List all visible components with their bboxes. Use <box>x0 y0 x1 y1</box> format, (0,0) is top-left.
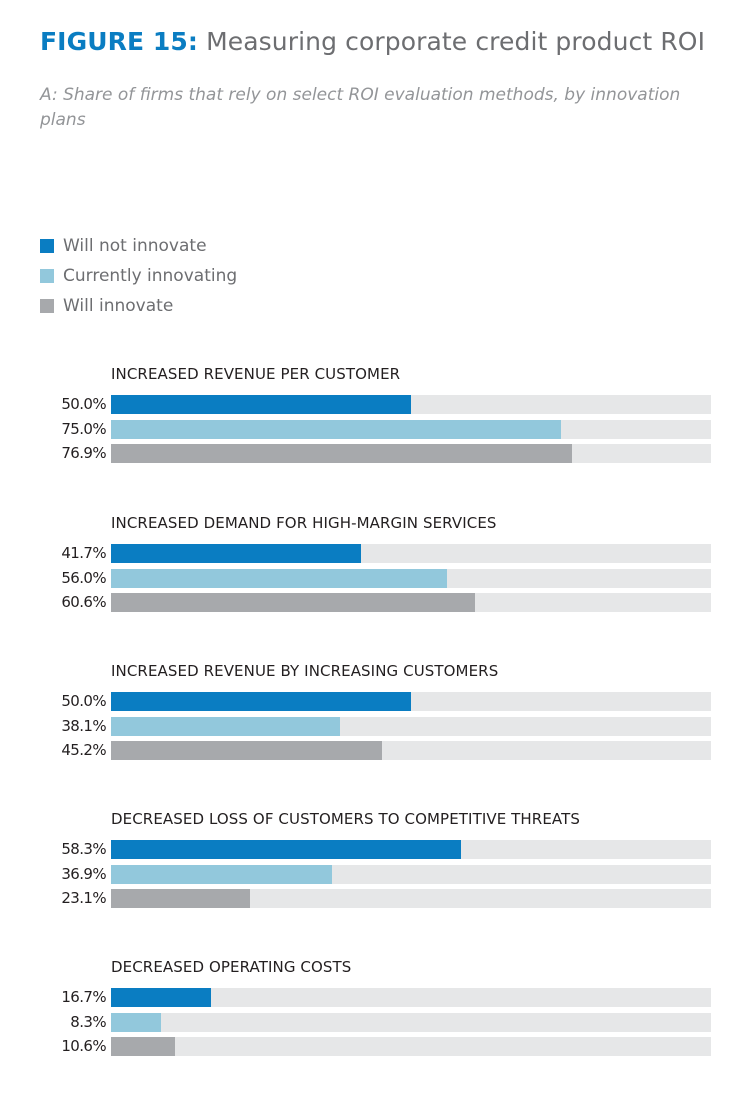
bar-track <box>111 840 711 859</box>
legend-item: Currently innovating <box>40 261 237 291</box>
data-label: 58.3% <box>61 840 106 858</box>
bar-row: 56.0% <box>40 568 720 588</box>
data-label: 38.1% <box>61 716 106 735</box>
data-label: 10.6% <box>61 1037 106 1055</box>
category-group: INCREASED DEMAND FOR HIGH-MARGIN SERVICE… <box>40 514 720 614</box>
bar-track <box>111 988 711 1007</box>
bar-row: 50.0% <box>40 395 720 414</box>
chart-subtitle: A: Share of firms that rely on select RO… <box>40 85 681 130</box>
bar-track <box>111 741 711 760</box>
data-label: 60.6% <box>61 593 106 611</box>
bar-row: 41.7% <box>40 544 720 563</box>
bar <box>111 889 250 908</box>
bar-row: 38.1% <box>40 716 720 736</box>
bar-track <box>111 692 711 711</box>
data-label: 16.7% <box>61 988 106 1006</box>
legend-item: Will innovate <box>40 291 237 321</box>
category-group: DECREASED LOSS OF CUSTOMERS TO COMPETITI… <box>40 810 720 910</box>
legend-item: Will not innovate <box>40 231 237 261</box>
bar <box>111 1037 175 1056</box>
bar-track <box>111 593 711 612</box>
chart-title: FIGURE 15: Measuring corporate credit pr… <box>40 26 730 58</box>
bar-row: 75.0% <box>40 419 720 439</box>
legend-swatch <box>40 239 54 253</box>
bar <box>111 568 447 588</box>
bar-track <box>111 444 711 463</box>
data-label: 56.0% <box>61 568 106 587</box>
bar-row: 8.3% <box>40 1012 720 1032</box>
legend-swatch <box>40 299 54 313</box>
bar <box>111 444 573 463</box>
figure-title: Measuring corporate credit product ROI <box>206 27 706 56</box>
bar <box>111 716 340 736</box>
bar <box>111 988 212 1007</box>
data-label: 50.0% <box>61 395 106 413</box>
bar-row: 50.0% <box>40 692 720 711</box>
bar-track <box>111 419 711 439</box>
data-label: 23.1% <box>61 889 106 907</box>
category-label: DECREASED LOSS OF CUSTOMERS TO COMPETITI… <box>111 810 580 828</box>
bar-row: 45.2% <box>40 741 720 760</box>
bar <box>111 741 383 760</box>
bar-row: 58.3% <box>40 840 720 859</box>
data-label: 50.0% <box>61 692 106 710</box>
data-label: 75.0% <box>61 419 106 438</box>
category-group: INCREASED REVENUE BY INCREASING CUSTOMER… <box>40 662 720 762</box>
bar-track <box>111 864 711 884</box>
data-label: 8.3% <box>70 1012 106 1031</box>
legend: Will not innovate Currently innovating Wil… <box>40 231 237 321</box>
category-label: INCREASED REVENUE PER CUSTOMER <box>111 365 401 383</box>
bar <box>111 864 333 884</box>
bar-track <box>111 568 711 588</box>
bar-row: 23.1% <box>40 889 720 908</box>
bar-row: 16.7% <box>40 988 720 1007</box>
category-label: DECREASED OPERATING COSTS <box>111 958 352 976</box>
bar-track <box>111 544 711 563</box>
category-group: DECREASED OPERATING COSTS 16.7% 8.3% 10.6% <box>40 958 720 1058</box>
bar <box>111 840 461 859</box>
legend-swatch <box>40 269 54 283</box>
bar-row: 36.9% <box>40 864 720 884</box>
bar <box>111 544 362 563</box>
bar-row: 60.6% <box>40 593 720 612</box>
data-label: 45.2% <box>61 741 106 759</box>
bar-row: 10.6% <box>40 1037 720 1056</box>
figure-label: FIGURE 15: <box>40 27 199 56</box>
legend-label: Will innovate <box>63 296 174 316</box>
legend-label: Currently innovating <box>63 266 238 286</box>
data-label: 36.9% <box>61 864 106 883</box>
data-label: 76.9% <box>61 444 106 462</box>
legend-label: Will not innovate <box>63 236 207 256</box>
bar-track <box>111 1012 711 1032</box>
bar <box>111 1012 161 1032</box>
category-label: INCREASED DEMAND FOR HIGH-MARGIN SERVICE… <box>111 514 497 532</box>
bar <box>111 593 475 612</box>
bar <box>111 692 411 711</box>
bar-track <box>111 716 711 736</box>
bar <box>111 419 561 439</box>
bar-track <box>111 395 711 414</box>
category-label: INCREASED REVENUE BY INCREASING CUSTOMER… <box>111 662 499 680</box>
bar-track <box>111 889 711 908</box>
bar-track <box>111 1037 711 1056</box>
bar-row: 76.9% <box>40 444 720 463</box>
bar <box>111 395 411 414</box>
data-label: 41.7% <box>61 544 106 562</box>
category-group: INCREASED REVENUE PER CUSTOMER 50.0% 75.0%… <box>40 365 720 465</box>
